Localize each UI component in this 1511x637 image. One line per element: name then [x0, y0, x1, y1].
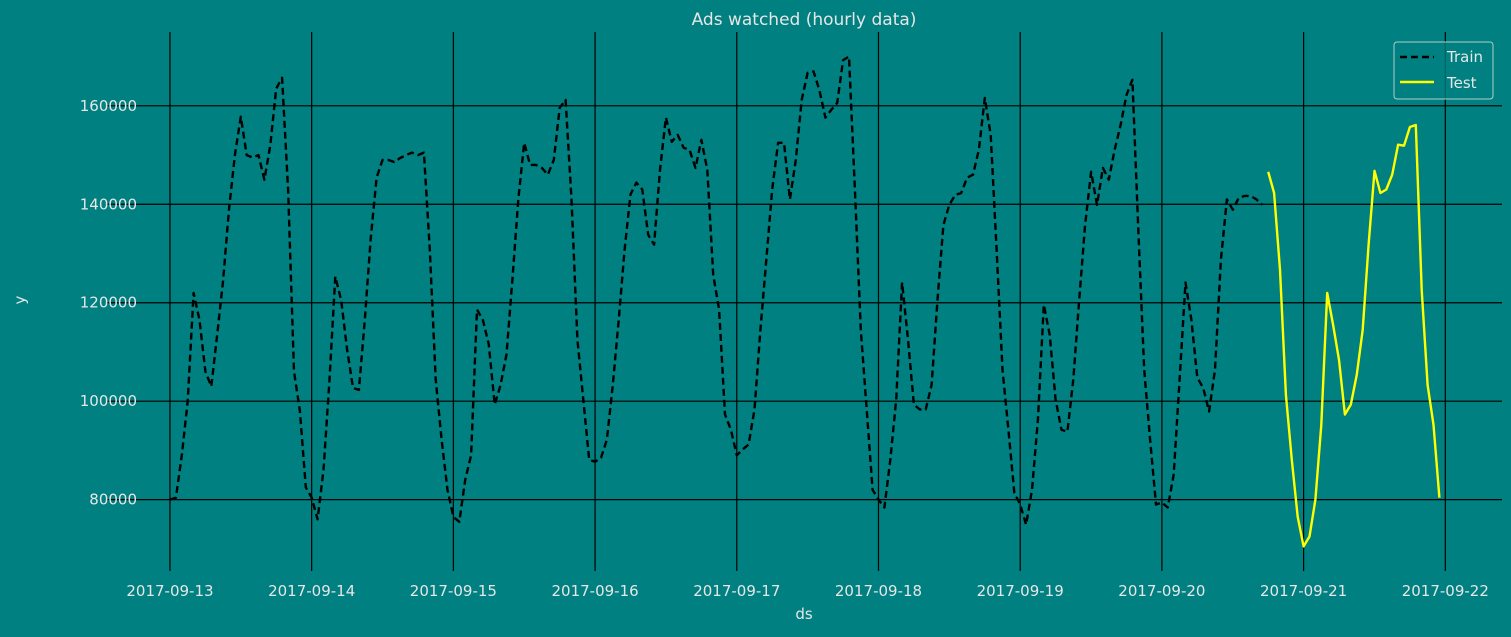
y-tick-labels: 80000 100000 120000 140000 160000: [80, 97, 137, 509]
legend: Train Test: [1393, 41, 1494, 100]
x-tick-label: 2017-09-14: [268, 582, 355, 600]
y-tick-label: 100000: [80, 392, 137, 410]
legend-test-label: Test: [1446, 74, 1477, 92]
y-tick-label: 160000: [80, 97, 137, 115]
grid: [106, 32, 1502, 571]
chart-title: Ads watched (hourly data): [692, 10, 917, 30]
y-tick-label: 140000: [80, 195, 137, 213]
x-tick-label: 2017-09-21: [1260, 582, 1347, 600]
x-tick-label: 2017-09-18: [835, 582, 922, 600]
x-tick-label: 2017-09-20: [1118, 582, 1205, 600]
legend-train-label: Train: [1446, 48, 1483, 66]
x-tick-labels: 2017-09-13 2017-09-14 2017-09-15 2017-09-16…: [126, 582, 1489, 600]
x-tick-label: 2017-09-15: [410, 582, 497, 600]
x-tick-label: 2017-09-13: [126, 582, 213, 600]
x-tick-label: 2017-09-19: [977, 582, 1064, 600]
y-axis-label: y: [11, 295, 29, 304]
series-line-test: [1267, 123, 1441, 548]
x-axis-label: ds: [795, 605, 813, 623]
legend-box: [1393, 41, 1494, 100]
series-layer: [169, 55, 1441, 548]
x-tick-label: 2017-09-16: [551, 582, 638, 600]
y-tick-label: 80000: [89, 491, 137, 509]
x-tick-label: 2017-09-22: [1402, 582, 1489, 600]
y-tick-label: 120000: [80, 294, 137, 312]
series-line-train: [169, 55, 1264, 526]
x-tick-label: 2017-09-17: [693, 582, 780, 600]
